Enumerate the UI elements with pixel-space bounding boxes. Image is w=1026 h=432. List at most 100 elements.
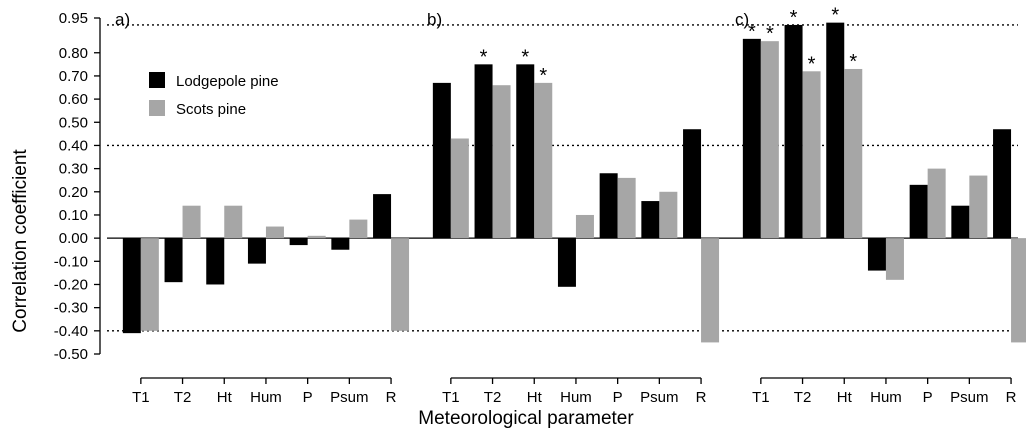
legend-swatch <box>149 72 165 88</box>
bar <box>474 64 493 239</box>
x-tick-label: Ht <box>217 389 233 406</box>
x-tick-label: T1 <box>132 389 150 406</box>
significance-marker: * <box>849 51 857 73</box>
bar <box>164 238 183 283</box>
legend: Lodgepole pine Scots pine <box>149 72 279 118</box>
bar <box>659 191 678 239</box>
y-tick-label: 0.00 <box>59 230 88 247</box>
x-tick-label: Psum <box>330 389 368 406</box>
bar <box>683 129 702 239</box>
x-tick-label: P <box>303 389 313 406</box>
bar <box>432 82 451 239</box>
y-tick-label: 0.40 <box>59 137 88 154</box>
x-tick-label: Ht <box>837 389 853 406</box>
x-tick-label: Ht <box>527 389 543 406</box>
bar <box>784 24 803 239</box>
x-tick-label: Hum <box>250 389 282 406</box>
significance-marker: * <box>748 21 756 43</box>
bar <box>206 238 225 285</box>
bar <box>391 238 410 331</box>
y-tick-label: 0.10 <box>59 207 88 224</box>
bar <box>247 238 266 264</box>
bar <box>534 82 553 239</box>
x-tick-label: T2 <box>484 389 502 406</box>
bar <box>182 205 201 239</box>
bar <box>802 71 821 239</box>
bar <box>289 238 308 246</box>
y-axis: 0.95 0.80 0.70 0.60 0.50 0.40 0.30 0.20 0.10 0.00… <box>54 10 101 363</box>
y-tick-label: -0.20 <box>54 276 88 293</box>
x-tick-label: T2 <box>174 389 192 406</box>
significance-marker: * <box>480 46 488 68</box>
bar <box>760 41 779 239</box>
bar <box>349 219 368 239</box>
bar <box>599 173 618 239</box>
x-tick-label: T2 <box>794 389 812 406</box>
bar <box>951 205 970 239</box>
y-axis-label: Correlation coefficient <box>10 149 31 333</box>
bar <box>867 238 886 271</box>
bar <box>844 68 863 239</box>
bar <box>742 38 761 239</box>
y-tick-label: 0.60 <box>59 91 88 108</box>
bar <box>701 238 720 343</box>
bar <box>826 22 845 239</box>
y-tick-label: -0.40 <box>54 323 88 340</box>
bar <box>641 201 660 239</box>
bar <box>909 184 928 239</box>
y-tick-label: 0.30 <box>59 161 88 178</box>
x-axis-label: Meteorological parameter <box>418 408 634 429</box>
bar <box>140 238 159 331</box>
x-tick-label: P <box>613 389 623 406</box>
bar <box>265 226 284 239</box>
panel-label: b) <box>427 10 442 29</box>
bar <box>122 238 141 334</box>
panel-label: c) <box>735 10 749 29</box>
x-tick-label: Hum <box>870 389 902 406</box>
y-tick-label: -0.30 <box>54 300 88 317</box>
bar <box>373 194 392 239</box>
bar <box>307 235 326 239</box>
panels: a) T1 T2 Ht Hum P Psum Rb) T1 T2 * Ht * * Hum P Psum Rc) T… <box>115 5 1026 406</box>
bar <box>927 168 946 239</box>
bar <box>885 238 904 280</box>
panel-3: c) T1 * * T2 * * Ht * * Hum P Psum R <box>735 5 1026 406</box>
significance-marker: * <box>831 5 839 27</box>
y-tick-label: 0.95 <box>59 10 88 27</box>
panel-label: a) <box>115 10 130 29</box>
significance-marker: * <box>790 7 798 29</box>
bar <box>557 238 576 287</box>
bar <box>617 177 636 239</box>
bar <box>1011 238 1026 343</box>
x-tick-label: T1 <box>752 389 770 406</box>
bar <box>516 64 535 239</box>
significance-marker: * <box>539 65 547 87</box>
bar <box>224 205 243 239</box>
y-tick-label: -0.50 <box>54 346 88 363</box>
bar <box>993 129 1012 239</box>
y-tick-label: -0.10 <box>54 253 88 270</box>
x-tick-label: R <box>696 389 707 406</box>
x-tick-label: Hum <box>560 389 592 406</box>
bar <box>331 238 350 250</box>
y-tick-label: 0.20 <box>59 184 88 201</box>
bar <box>969 175 988 239</box>
x-tick-label: P <box>923 389 933 406</box>
y-tick-label: 0.80 <box>59 45 88 62</box>
legend-label: Scots pine <box>176 101 246 118</box>
significance-marker: * <box>521 46 529 68</box>
panel-1: a) T1 T2 Ht Hum P Psum R <box>115 10 410 406</box>
panel-2: b) T1 T2 * Ht * * Hum P Psum R <box>427 10 720 406</box>
bar <box>450 138 469 239</box>
legend-label: Lodgepole pine <box>176 73 279 90</box>
bar <box>575 214 594 239</box>
x-tick-label: R <box>386 389 397 406</box>
significance-marker: * <box>808 53 816 75</box>
reference-lines <box>107 24 1018 332</box>
bar <box>492 85 511 239</box>
x-tick-label: T1 <box>442 389 460 406</box>
x-tick-label: Psum <box>640 389 678 406</box>
y-tick-label: 0.50 <box>59 114 88 131</box>
x-tick-label: R <box>1006 389 1017 406</box>
